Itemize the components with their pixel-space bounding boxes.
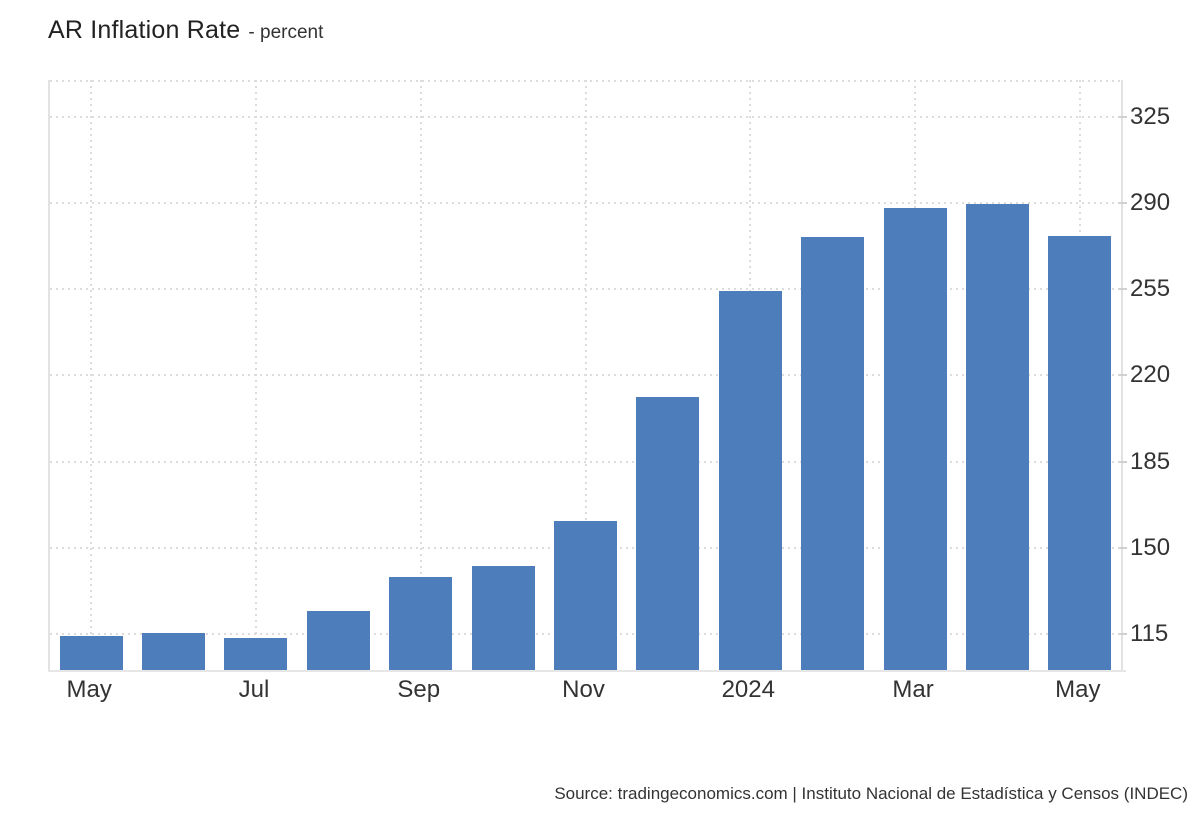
bar-jun-2023[interactable] [142,632,206,670]
bar-may-2023[interactable] [59,636,123,670]
y-tick-mark [1119,460,1127,463]
bar-jan-2024[interactable] [718,291,782,670]
y-tick-label: 150 [1130,533,1171,561]
y-tick-mark [1119,115,1127,118]
x-tick-label: Mar [892,676,934,703]
bar-may-2024[interactable] [1048,236,1112,670]
x-axis-line [48,670,1126,672]
y-tick-mark [1119,374,1127,377]
x-gridline [254,80,257,670]
bar-aug-2023[interactable] [306,610,370,670]
y-tick-label: 220 [1130,361,1171,389]
x-tick-label: May [1055,676,1101,703]
y-tick-mark [1119,546,1127,549]
bar-jul-2023[interactable] [224,637,288,670]
x-gridline [90,80,93,670]
y-tick-mark [1119,288,1127,291]
y-tick-label: 115 [1130,620,1169,648]
x-tick-label: 2024 [721,676,775,703]
y-tick-label: 325 [1130,102,1171,130]
bar-nov-2023[interactable] [554,520,617,670]
chart-header: AR Inflation Rate - percent [48,16,323,45]
y-tick-label: 290 [1130,188,1171,216]
x-tick-label: Jul [238,676,270,703]
bar-feb-2024[interactable] [801,236,865,670]
chart-subtitle: - percent [248,22,324,43]
y-tick-mark [1119,201,1127,204]
x-tick-label: May [66,676,112,703]
source-attribution: Source: tradingeconomics.com | Instituto… [554,784,1188,803]
y-tick-label: 255 [1130,275,1171,303]
x-gridline [419,80,422,670]
plot-area [48,80,1123,670]
bar-mar-2024[interactable] [883,208,947,670]
y-tick-label: 185 [1130,447,1171,475]
x-tick-label: Nov [562,676,605,703]
bar-apr-2024[interactable] [965,204,1029,670]
bar-oct-2023[interactable] [471,565,535,670]
bar-sep-2023[interactable] [389,576,453,670]
x-gridline [584,80,587,670]
y-tick-mark [1119,633,1127,636]
chart-title: AR Inflation Rate [48,16,241,44]
bar-dec-2023[interactable] [636,396,700,670]
x-tick-label: Sep [397,676,441,703]
